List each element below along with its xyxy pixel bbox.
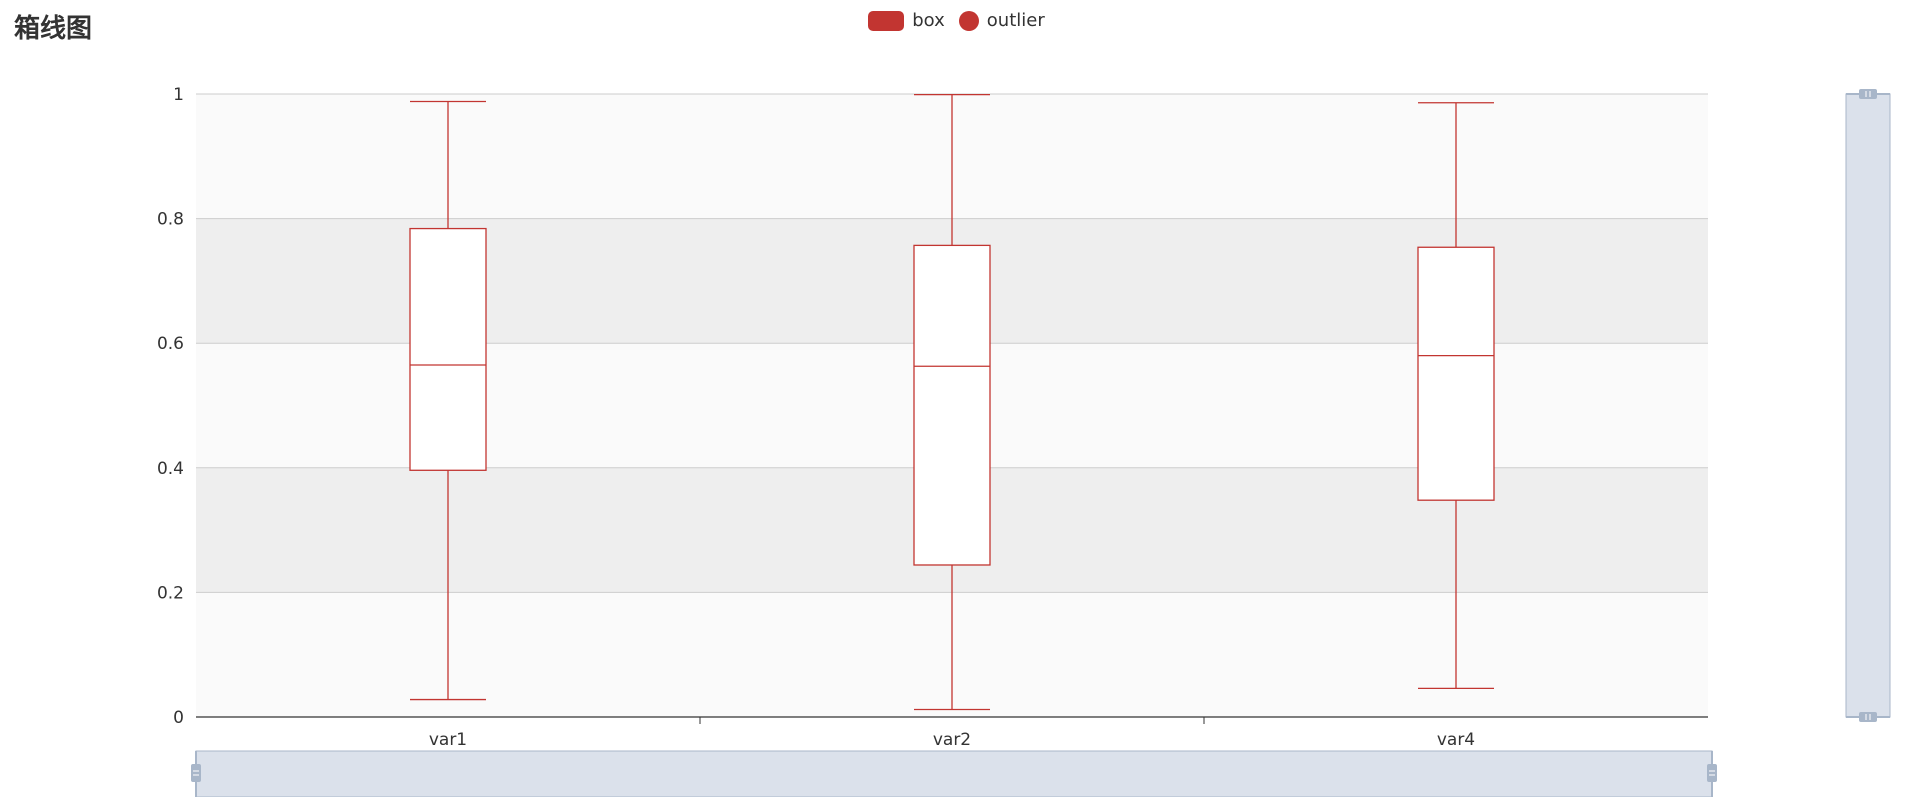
box-series bbox=[409, 93, 1495, 711]
y-gridlines bbox=[196, 93, 1708, 593]
x-datazoom-handle-right-icon bbox=[1707, 764, 1717, 782]
y-datazoom-handle-bottom-icon bbox=[1859, 712, 1877, 722]
x-datazoom-bar bbox=[195, 750, 1713, 797]
x-axis: var1 var2 var4 bbox=[196, 716, 1708, 750]
legend-item-outlier[interactable]: outlier bbox=[958, 10, 1045, 31]
split-band bbox=[196, 592, 1708, 717]
legend-outlier-swatch-icon bbox=[958, 10, 979, 31]
x-datazoom-handle-left-icon bbox=[191, 764, 201, 782]
box-body bbox=[913, 244, 991, 566]
legend-box-swatch-icon bbox=[868, 10, 905, 31]
y-tick-label: 0 bbox=[173, 708, 184, 728]
y-axis: 0 0.2 0.4 0.6 0.8 1 bbox=[157, 85, 184, 728]
y-tick-label: 0.8 bbox=[157, 210, 184, 230]
legend-item-box[interactable]: box bbox=[868, 10, 945, 31]
box-item bbox=[913, 93, 991, 711]
y-tick-label: 1 bbox=[173, 85, 184, 105]
y-datazoom-handle-top-icon bbox=[1859, 89, 1877, 99]
legend-label-outlier: outlier bbox=[986, 10, 1045, 31]
x-tick-label: var1 bbox=[429, 730, 467, 750]
x-tick-label: var2 bbox=[933, 730, 971, 750]
box-item bbox=[409, 100, 487, 701]
legend-label-box: box bbox=[912, 10, 945, 31]
split-band bbox=[196, 94, 1708, 219]
x-tick-label: var4 bbox=[1437, 730, 1475, 750]
y-tick-label: 0.2 bbox=[157, 583, 184, 603]
y-tick-label: 0.6 bbox=[157, 334, 184, 354]
y-datazoom-bar bbox=[1845, 93, 1891, 718]
y-tick-label: 0.4 bbox=[157, 459, 184, 479]
split-band bbox=[196, 218, 1708, 344]
chart-title: 箱线图 bbox=[14, 14, 93, 44]
split-band bbox=[196, 467, 1708, 593]
box-item bbox=[1417, 102, 1495, 689]
datazoom-sliders bbox=[191, 89, 1891, 797]
box-body bbox=[409, 227, 487, 471]
box-body bbox=[1417, 246, 1495, 501]
split-band bbox=[196, 343, 1708, 468]
legend: box outlier bbox=[0, 10, 1913, 31]
split-area-bands bbox=[196, 94, 1708, 717]
